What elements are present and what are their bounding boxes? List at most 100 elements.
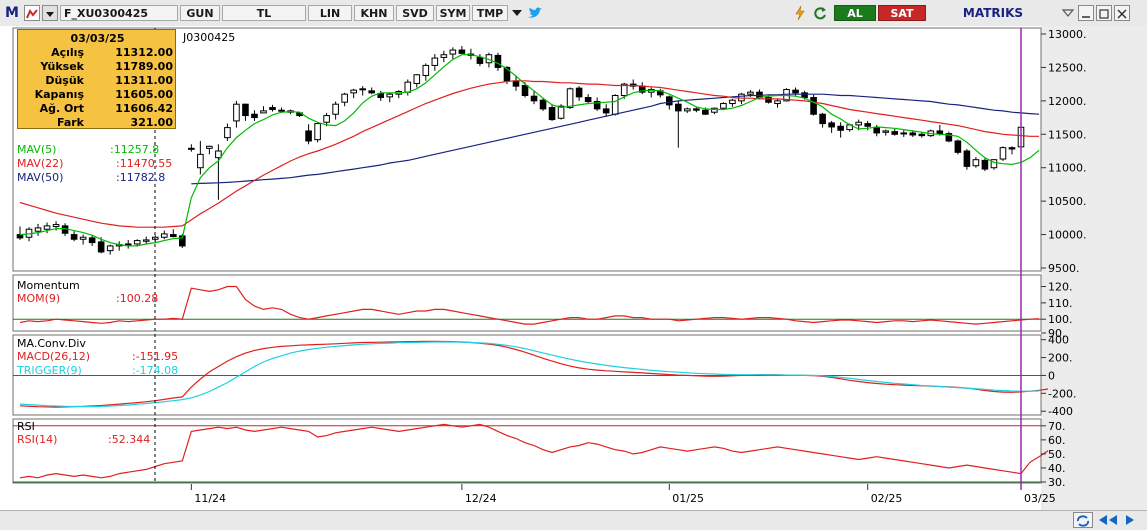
legend-trigger-name: TRIGGER(9) — [16, 364, 82, 377]
candle-body — [404, 81, 412, 93]
pin-icon[interactable] — [1060, 5, 1076, 21]
candle-body — [242, 103, 249, 117]
svd-button[interactable]: SVD — [396, 5, 434, 21]
candle-body — [882, 130, 890, 133]
legend-mom-value: :100.28 — [116, 292, 158, 305]
candle-body — [819, 113, 826, 125]
candle-body — [602, 108, 610, 114]
candle-body — [521, 84, 529, 97]
y-tick-label: 12500. — [1048, 61, 1087, 74]
candle-body — [512, 80, 520, 87]
candle-body — [828, 122, 835, 128]
candle-body — [368, 90, 375, 94]
candle-body — [981, 159, 989, 170]
symbol-menu-icon[interactable] — [42, 5, 58, 21]
macd-title: MA.Conv.Div — [17, 337, 86, 350]
restore-icon[interactable] — [1096, 5, 1112, 21]
dropdown-icon[interactable] — [509, 5, 525, 21]
currency-button[interactable]: TL — [222, 5, 306, 21]
reference-lines — [13, 318, 1041, 483]
mav22-line — [19, 80, 1039, 228]
twitter-icon[interactable] — [527, 5, 543, 21]
candle-body — [341, 93, 348, 103]
series-line — [19, 423, 1049, 479]
candle-body — [413, 74, 421, 84]
candle-body — [188, 147, 195, 150]
rsi-legend: RSI RSI(14) :52.344 — [17, 420, 150, 446]
candle-body — [584, 97, 592, 103]
refresh-icon[interactable] — [812, 5, 828, 21]
info-value: 11312.00 — [115, 46, 173, 59]
legend-mom-name: MOM(9) — [17, 292, 60, 305]
legend-trigger-value: :-174.08 — [132, 364, 178, 377]
info-label: Fark — [56, 116, 84, 129]
scroll-right-icon[interactable] — [1122, 512, 1142, 528]
candle-body — [918, 133, 926, 137]
rsi-panel — [19, 423, 1049, 479]
candle-body — [494, 54, 502, 68]
buy-button[interactable]: AL — [834, 5, 876, 21]
y-tick-label: 50. — [1048, 448, 1066, 461]
gauge-icon[interactable] — [24, 5, 40, 21]
legend-mav5-value: :11257.8 — [110, 143, 159, 156]
candle-body — [79, 236, 87, 240]
candle-body — [945, 133, 953, 142]
legend-mav50-value: :11782.8 — [116, 171, 165, 184]
rsi-title: RSI — [17, 420, 35, 433]
scale-button[interactable]: LIN — [308, 5, 352, 21]
momentum-legend: Momentum MOM(9) :100.28 — [17, 279, 158, 305]
candle-body — [440, 54, 448, 58]
period-button[interactable]: GUN — [180, 5, 220, 21]
matriks-m-button[interactable]: M — [3, 5, 21, 21]
tmp-button[interactable]: TMP — [472, 5, 508, 21]
candle-body — [224, 127, 231, 139]
candle-body — [963, 150, 971, 167]
candle-body — [891, 131, 899, 135]
candle-body — [539, 99, 547, 110]
candle-body — [666, 96, 673, 106]
sync-icon[interactable] — [1073, 512, 1093, 528]
info-row: Fark 321.00 — [18, 116, 177, 130]
candle-body — [972, 159, 980, 167]
mav5-line — [19, 54, 1040, 247]
candle-body — [458, 49, 466, 54]
symbol-caption: J0300425 — [182, 31, 235, 44]
close-icon[interactable] — [1114, 5, 1130, 21]
candle-body — [801, 92, 808, 99]
candle-body — [88, 237, 96, 244]
scroll-left-icon[interactable] — [1096, 512, 1120, 528]
mav50-line — [191, 93, 1040, 185]
candle-body — [810, 97, 817, 115]
candle-body — [909, 132, 917, 136]
candle-body — [765, 97, 772, 103]
chart-area[interactable]: 13000. 12500. 12000. 11500. 11000. 10500. 1000… — [0, 26, 1147, 510]
khn-button[interactable]: KHN — [354, 5, 394, 21]
y-tick-label: 100. — [1048, 313, 1073, 326]
candle-body — [16, 234, 24, 239]
candle-body — [43, 225, 51, 230]
y-tick-label: 60. — [1048, 434, 1066, 447]
candle-body — [864, 123, 871, 127]
x-axis: 11/24 12/24 01/25 02/25 03/25 — [190, 484, 1056, 505]
minimize-icon[interactable] — [1078, 5, 1094, 21]
candle-body — [684, 108, 691, 112]
y-tick-label: 13000. — [1048, 28, 1087, 41]
candle-body — [386, 93, 394, 98]
sym-button[interactable]: SYM — [436, 5, 470, 21]
candle-body — [855, 121, 862, 126]
y-tick-label: 10500. — [1048, 195, 1087, 208]
info-value: 11606.42 — [115, 102, 173, 115]
candle-body — [323, 115, 330, 123]
lightning-icon[interactable] — [792, 5, 808, 21]
sell-button[interactable]: SAT — [878, 5, 926, 21]
y-tick-label: -400 — [1048, 405, 1073, 418]
legend-macd-value: :-151.95 — [132, 350, 178, 363]
macd-panel — [19, 340, 1049, 408]
x-tick-label: 03/25 — [1024, 492, 1056, 505]
macd-legend: MA.Conv.Div MACD(26,12) :-151.95 TRIGGER… — [16, 337, 178, 377]
symbol-field[interactable]: F_XU0300425 — [60, 5, 178, 21]
candle-body — [359, 88, 366, 91]
candle-body — [251, 113, 258, 119]
y-tick-label: 400 — [1048, 334, 1069, 347]
